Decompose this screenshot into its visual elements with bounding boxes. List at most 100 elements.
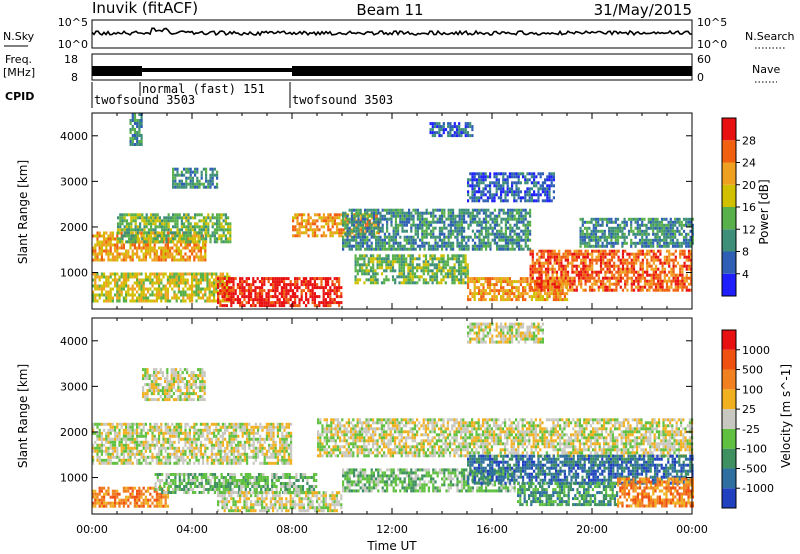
power-cell — [648, 252, 651, 256]
power-cell — [107, 293, 110, 297]
power-cell — [493, 295, 496, 299]
power-cell — [555, 280, 558, 284]
power-cell — [336, 231, 339, 235]
power-cell — [191, 185, 194, 189]
power-cell — [423, 232, 426, 236]
power-cell — [276, 280, 279, 284]
power-cell — [423, 241, 426, 245]
power-cell — [176, 182, 179, 186]
power-cell — [263, 280, 266, 284]
power-cell — [194, 213, 197, 217]
power-cell — [665, 241, 668, 245]
power-cell — [652, 261, 655, 265]
power-cell — [205, 176, 208, 180]
power-cell — [346, 238, 349, 242]
power-cell — [132, 240, 135, 244]
power-cell — [453, 263, 456, 267]
power-cell — [250, 304, 253, 308]
power-cell — [178, 216, 181, 220]
power-cell — [366, 217, 369, 221]
power-cell — [654, 238, 657, 242]
power-cell — [222, 240, 225, 244]
power-cell — [205, 216, 208, 220]
power-cell — [176, 216, 179, 220]
power-cell — [313, 292, 316, 296]
power-cell — [397, 232, 400, 236]
power-cell — [482, 238, 485, 242]
power-cell — [188, 243, 191, 247]
power-cell — [430, 247, 433, 251]
power-cell — [100, 243, 103, 247]
power-cell — [218, 234, 221, 238]
power-cell — [438, 281, 441, 285]
power-cell — [194, 216, 197, 220]
power-cell — [105, 299, 108, 303]
power-cell — [582, 255, 585, 259]
power-cell — [504, 178, 507, 182]
power-cell — [302, 277, 305, 281]
power-cell — [591, 258, 594, 262]
power-cell — [204, 258, 207, 262]
power-cell — [452, 232, 455, 236]
power-cell — [555, 261, 559, 265]
power-cell — [151, 293, 154, 297]
power-cell — [652, 249, 655, 253]
power-cell — [414, 211, 417, 215]
power-cell — [563, 292, 566, 296]
power-cell — [278, 292, 281, 296]
power-cell — [105, 296, 108, 300]
power-cell — [540, 252, 543, 256]
power-cell — [553, 261, 556, 265]
power-cell — [513, 172, 516, 176]
power-cell — [465, 208, 468, 212]
power-cell — [416, 223, 419, 227]
power-cell — [529, 247, 532, 251]
power-cell — [372, 263, 375, 267]
power-cell — [202, 296, 205, 300]
power-cell — [276, 286, 279, 290]
power-cell — [530, 286, 533, 290]
power-cell — [117, 240, 120, 244]
power-cell — [107, 281, 110, 285]
power-cell — [232, 277, 235, 281]
power-cell — [193, 272, 196, 276]
power-cell — [500, 172, 503, 176]
power-cell — [129, 140, 132, 143]
power-cell — [511, 235, 514, 239]
power-cell — [409, 272, 412, 276]
power-cell — [649, 226, 653, 230]
power-cell — [254, 304, 257, 308]
power-cell — [131, 137, 134, 140]
power-cell — [327, 222, 330, 226]
power-cell — [443, 238, 446, 242]
power-cell — [548, 184, 551, 188]
power-cell — [610, 273, 614, 277]
power-cell — [189, 176, 192, 180]
power-cell — [613, 282, 616, 286]
power-cell — [405, 229, 408, 233]
power-cell — [519, 292, 522, 296]
power-cell — [529, 223, 532, 227]
power-cell — [173, 275, 176, 279]
power-cell — [614, 220, 617, 224]
power-cell — [200, 231, 203, 235]
power-cell — [559, 283, 562, 287]
power-cell — [211, 213, 214, 217]
power-cell — [160, 293, 163, 297]
power-cell — [457, 260, 461, 264]
power-cell — [645, 244, 648, 248]
power-cell — [584, 261, 587, 265]
power-cell — [604, 276, 607, 280]
power-cell — [136, 296, 139, 300]
power-cell — [94, 293, 97, 297]
power-cell — [471, 193, 474, 197]
power-cell — [340, 234, 343, 238]
power-cell — [548, 172, 551, 176]
power-cell — [283, 304, 286, 308]
power-cell — [129, 255, 132, 259]
power-cell — [386, 226, 389, 230]
power-cell — [511, 280, 514, 284]
power-cell — [681, 267, 684, 271]
power-cell — [405, 281, 408, 285]
power-cell — [194, 231, 197, 235]
